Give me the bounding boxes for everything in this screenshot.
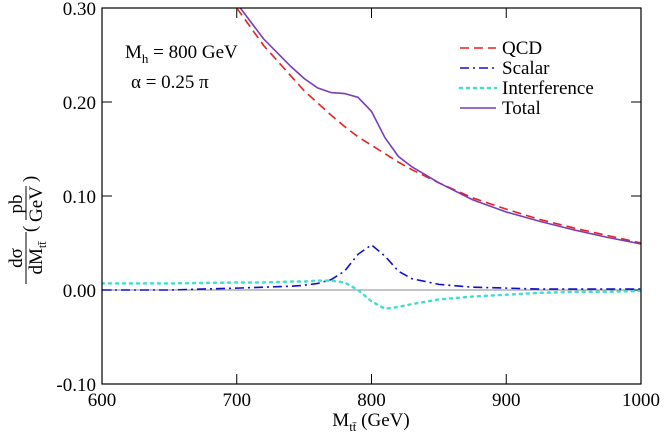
- series-line: [102, 243, 641, 291]
- annotation-part: M: [125, 42, 142, 63]
- y-tick-label: 0.00: [63, 281, 96, 302]
- y-label-unit-num: pb: [6, 195, 27, 214]
- x-tick-label: 900: [492, 390, 521, 411]
- legend-label: Scalar: [502, 58, 550, 79]
- legend-label: Interference: [502, 78, 594, 99]
- y-label-unit-den: GeV: [26, 186, 47, 222]
- annotation-part: = 800 GeV: [148, 42, 238, 63]
- series-line: [239, 8, 641, 245]
- legend-label: Total: [502, 98, 541, 119]
- y-label-den-sub: tt̄: [35, 241, 49, 248]
- y-tick-label: 0.20: [63, 93, 96, 114]
- y-label-num: dσ: [6, 248, 27, 268]
- annotation-part: h: [142, 51, 149, 66]
- series-line: [102, 279, 641, 311]
- x-tick-label: 700: [223, 390, 252, 411]
- x-tick-label: 800: [357, 390, 386, 411]
- x-axis-label-part: M: [332, 410, 349, 431]
- plot-area: [102, 8, 641, 311]
- annotation: α = 0.25 π: [131, 72, 209, 93]
- x-axis-label-part: tt̄: [349, 419, 357, 432]
- x-axis-label-part: (GeV): [356, 410, 409, 431]
- y-label-paren: (: [20, 226, 41, 232]
- y-tick-label: 0.30: [63, 0, 96, 20]
- series-line: [236, 8, 641, 244]
- y-label-den: dMtt̄: [26, 241, 49, 275]
- y-tick-label: 0.10: [63, 187, 96, 208]
- x-tick-label: 1000: [622, 390, 660, 411]
- x-axis-label: Mtt̄ (GeV): [332, 410, 409, 432]
- y-tick-label: -0.10: [56, 375, 96, 396]
- annotation: Mh = 800 GeV: [125, 42, 238, 66]
- y-axis-label: dMtt̄ ( pb GeV) dσ: [6, 176, 49, 284]
- annotation-part: α = 0.25 π: [131, 72, 209, 93]
- y-label-den-main: dM: [26, 248, 47, 275]
- plot-frame: [101, 7, 642, 385]
- y-label-paren: ): [20, 176, 41, 182]
- legend-label: QCD: [502, 38, 542, 59]
- x-tick-label: 600: [88, 390, 117, 411]
